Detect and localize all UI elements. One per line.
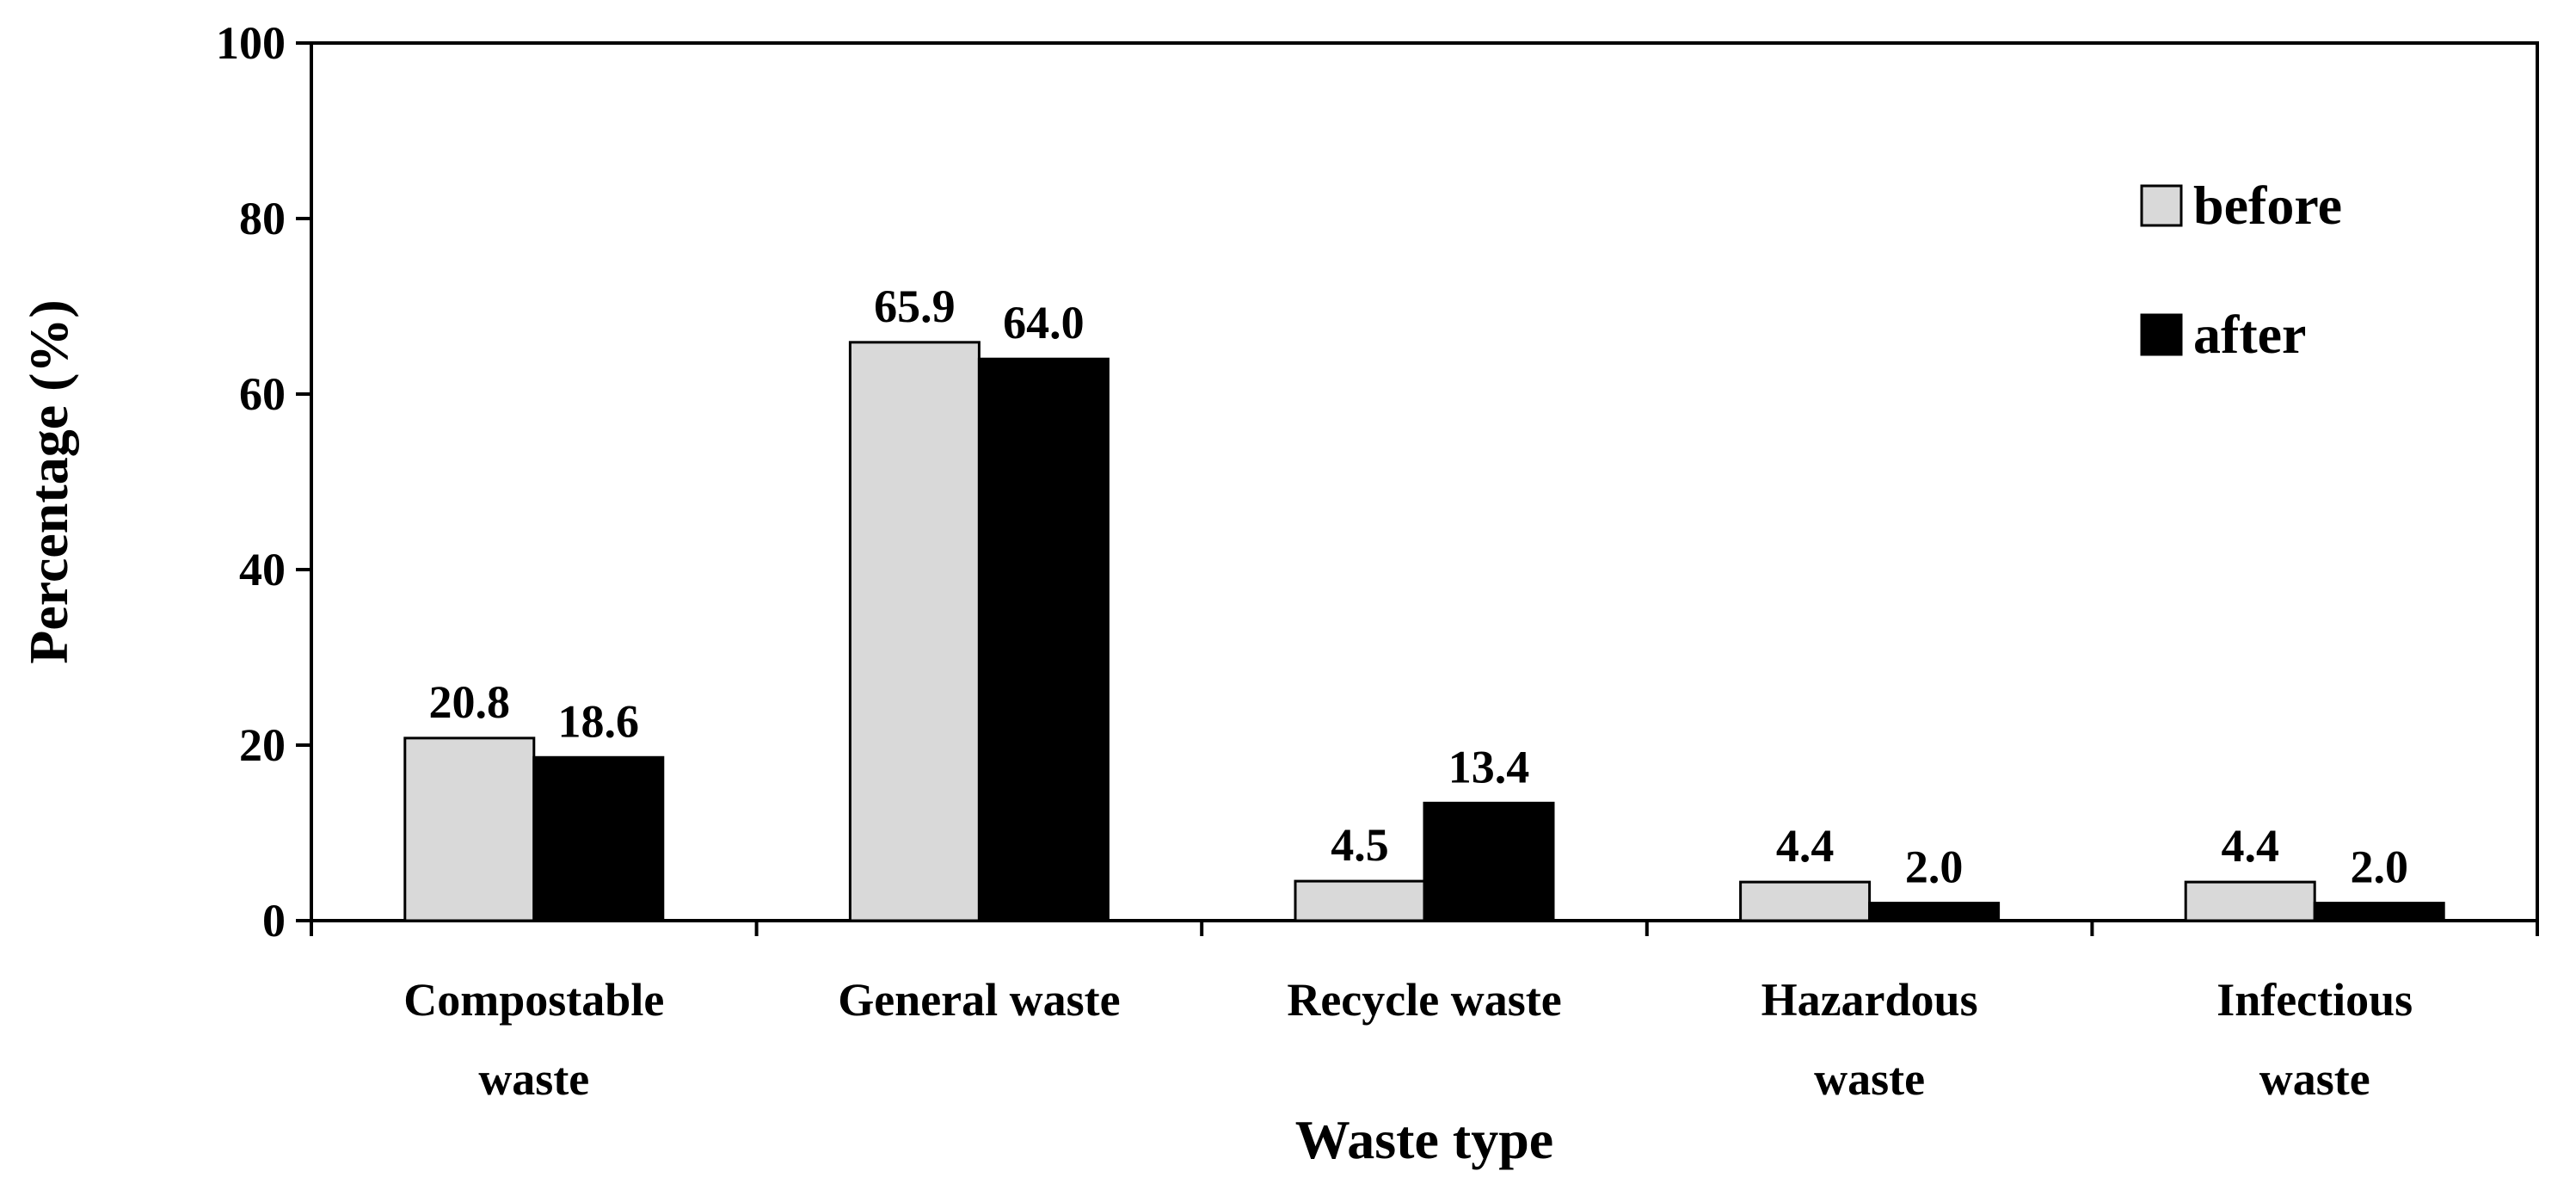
x-category-label: Hazardous: [1761, 974, 1978, 1026]
bar-after: [1423, 801, 1555, 922]
legend-swatch-after: [2140, 313, 2183, 356]
bar-after: [2313, 902, 2445, 922]
x-category-label: waste: [478, 1053, 589, 1105]
data-label: 13.4: [1448, 741, 1530, 792]
x-category-label: waste: [2259, 1053, 2370, 1105]
data-label: 20.8: [429, 676, 511, 728]
data-label: 4.4: [1776, 820, 1835, 872]
x-category-label: waste: [1814, 1053, 1925, 1105]
x-category-label: General waste: [838, 974, 1120, 1026]
y-axis-title: Percentage (%): [18, 299, 79, 664]
bar-after: [532, 755, 665, 922]
x-axis: Compostable waste General waste Recycle was…: [310, 921, 2539, 1105]
legend: before after: [2140, 175, 2342, 365]
bar-before: [1294, 879, 1426, 922]
y-tick-label: 20: [239, 719, 286, 771]
x-category-label: Infectious: [2216, 974, 2413, 1026]
x-category-label: Recycle waste: [1287, 974, 1561, 1026]
data-label: 64.0: [1003, 297, 1085, 348]
legend-label-before: before: [2193, 175, 2342, 236]
x-axis-title: Waste type: [1295, 1109, 1553, 1170]
y-axis: 0 20 40 60 80 100: [216, 17, 311, 946]
data-label: 18.6: [558, 695, 640, 747]
y-tick-label: 0: [262, 895, 286, 946]
data-label: 4.4: [2221, 820, 2279, 872]
bar-before: [1739, 880, 1872, 922]
data-label: 2.0: [2350, 841, 2408, 893]
data-labels: 20.8 65.9 4.5 4.4 4.4 18.6 64.0 13.4 2.0 2.0: [429, 280, 2408, 893]
data-label: 4.5: [1331, 819, 1389, 871]
y-tick-label: 100: [216, 17, 286, 69]
bar-before: [2184, 880, 2316, 922]
y-tick-label: 80: [239, 193, 286, 244]
data-label: 2.0: [1905, 841, 1964, 893]
x-category-label: Compostable: [403, 974, 664, 1026]
y-tick-label: 40: [239, 544, 286, 595]
bar-before: [403, 737, 536, 922]
bar-after: [977, 357, 1110, 922]
y-tick-label: 60: [239, 368, 286, 420]
legend-label-after: after: [2193, 304, 2306, 365]
bar-after: [1868, 902, 2001, 922]
bars: [403, 341, 2445, 922]
bar-before: [848, 341, 981, 922]
legend-swatch-before: [2140, 184, 2183, 227]
data-label: 65.9: [874, 280, 956, 332]
